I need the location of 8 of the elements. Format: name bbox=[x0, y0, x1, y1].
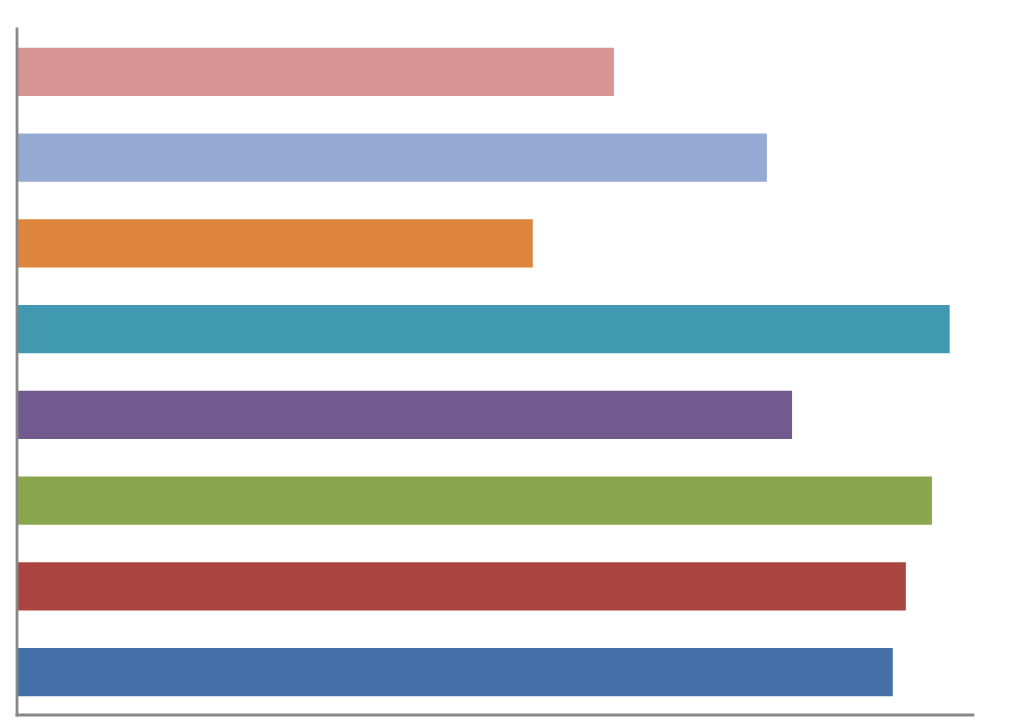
bar bbox=[17, 305, 950, 354]
bar bbox=[17, 133, 767, 182]
bar bbox=[17, 562, 906, 611]
bar bbox=[17, 648, 893, 697]
bar bbox=[17, 47, 614, 96]
bar bbox=[17, 390, 793, 439]
bar bbox=[17, 219, 533, 268]
bar bbox=[17, 476, 932, 525]
